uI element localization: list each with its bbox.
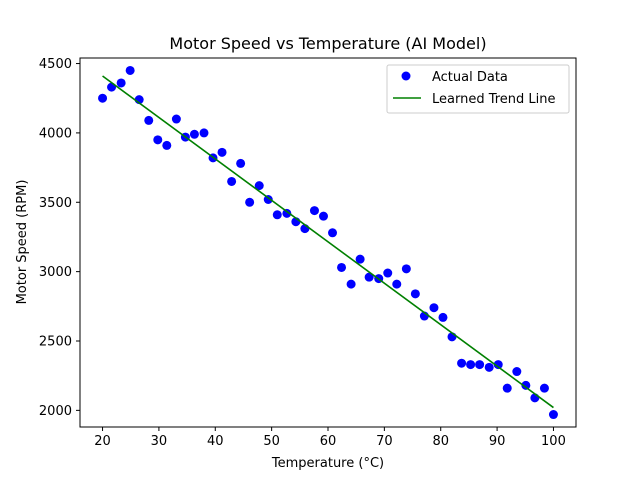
x-tick-label: 80 <box>432 434 449 449</box>
chart-title: Motor Speed vs Temperature (AI Model) <box>169 34 486 53</box>
x-tick-label: 40 <box>207 434 224 449</box>
x-tick-label: 30 <box>151 434 168 449</box>
y-tick-label: 3500 <box>39 196 72 211</box>
data-point <box>337 262 347 272</box>
data-point <box>144 115 154 125</box>
data-point <box>263 195 273 204</box>
data-point <box>521 380 531 390</box>
plot-area <box>98 65 558 420</box>
data-point <box>457 358 467 368</box>
data-point <box>355 254 365 264</box>
data-point <box>493 360 503 370</box>
data-point <box>512 367 522 377</box>
data-point <box>227 176 237 186</box>
x-axis-label: Temperature (°C) <box>271 456 384 471</box>
x-tick-label: 50 <box>263 434 280 449</box>
x-tick-label: 20 <box>94 434 111 449</box>
data-point <box>189 129 199 139</box>
data-point <box>254 181 264 191</box>
data-point <box>410 289 420 299</box>
data-point <box>171 114 181 124</box>
data-point <box>346 279 356 289</box>
x-tick-label: 90 <box>489 434 506 449</box>
legend-label-actual-data: Actual Data <box>432 70 508 85</box>
x-tick-label: 70 <box>376 434 393 449</box>
y-tick-label: 2500 <box>39 334 72 349</box>
legend-label-trend-line: Learned Trend Line <box>432 92 556 107</box>
data-point <box>153 135 163 145</box>
data-point <box>475 360 485 370</box>
legend-box <box>386 64 570 114</box>
data-point <box>309 206 319 216</box>
y-tick-label: 3000 <box>39 265 72 280</box>
data-point <box>466 360 476 370</box>
data-point <box>429 303 439 313</box>
data-point <box>236 158 246 168</box>
legend: Actual Data Learned Trend Line <box>386 64 570 114</box>
data-point <box>383 268 393 278</box>
data-point <box>328 228 338 238</box>
y-axis-label: Motor Speed (RPM) <box>15 180 30 305</box>
data-point <box>282 208 292 218</box>
data-point <box>502 383 512 393</box>
data-point <box>199 128 209 138</box>
x-tick-label: 60 <box>320 434 337 449</box>
x-axis: 20 30 40 50 60 70 80 90 100 <box>94 427 566 449</box>
data-point <box>245 197 255 207</box>
y-tick-label: 2000 <box>39 404 72 419</box>
data-point <box>539 383 549 393</box>
data-point <box>116 78 126 88</box>
data-point <box>98 93 108 103</box>
data-point <box>392 279 402 289</box>
data-point <box>318 211 328 221</box>
data-point <box>162 140 172 150</box>
data-point <box>272 210 282 220</box>
trend-line <box>102 75 554 409</box>
y-tick-label: 4000 <box>39 126 72 141</box>
y-axis: 2000 2500 3000 3500 4000 4500 <box>39 57 80 419</box>
data-point <box>125 65 135 75</box>
y-tick-label: 4500 <box>39 57 72 72</box>
data-point <box>438 312 448 322</box>
data-point <box>217 147 227 157</box>
data-point <box>548 410 558 420</box>
legend-marker-actual-data <box>401 71 411 81</box>
data-point <box>484 362 494 372</box>
data-point <box>364 272 374 282</box>
x-tick-label: 100 <box>541 434 566 449</box>
data-point <box>401 264 411 274</box>
